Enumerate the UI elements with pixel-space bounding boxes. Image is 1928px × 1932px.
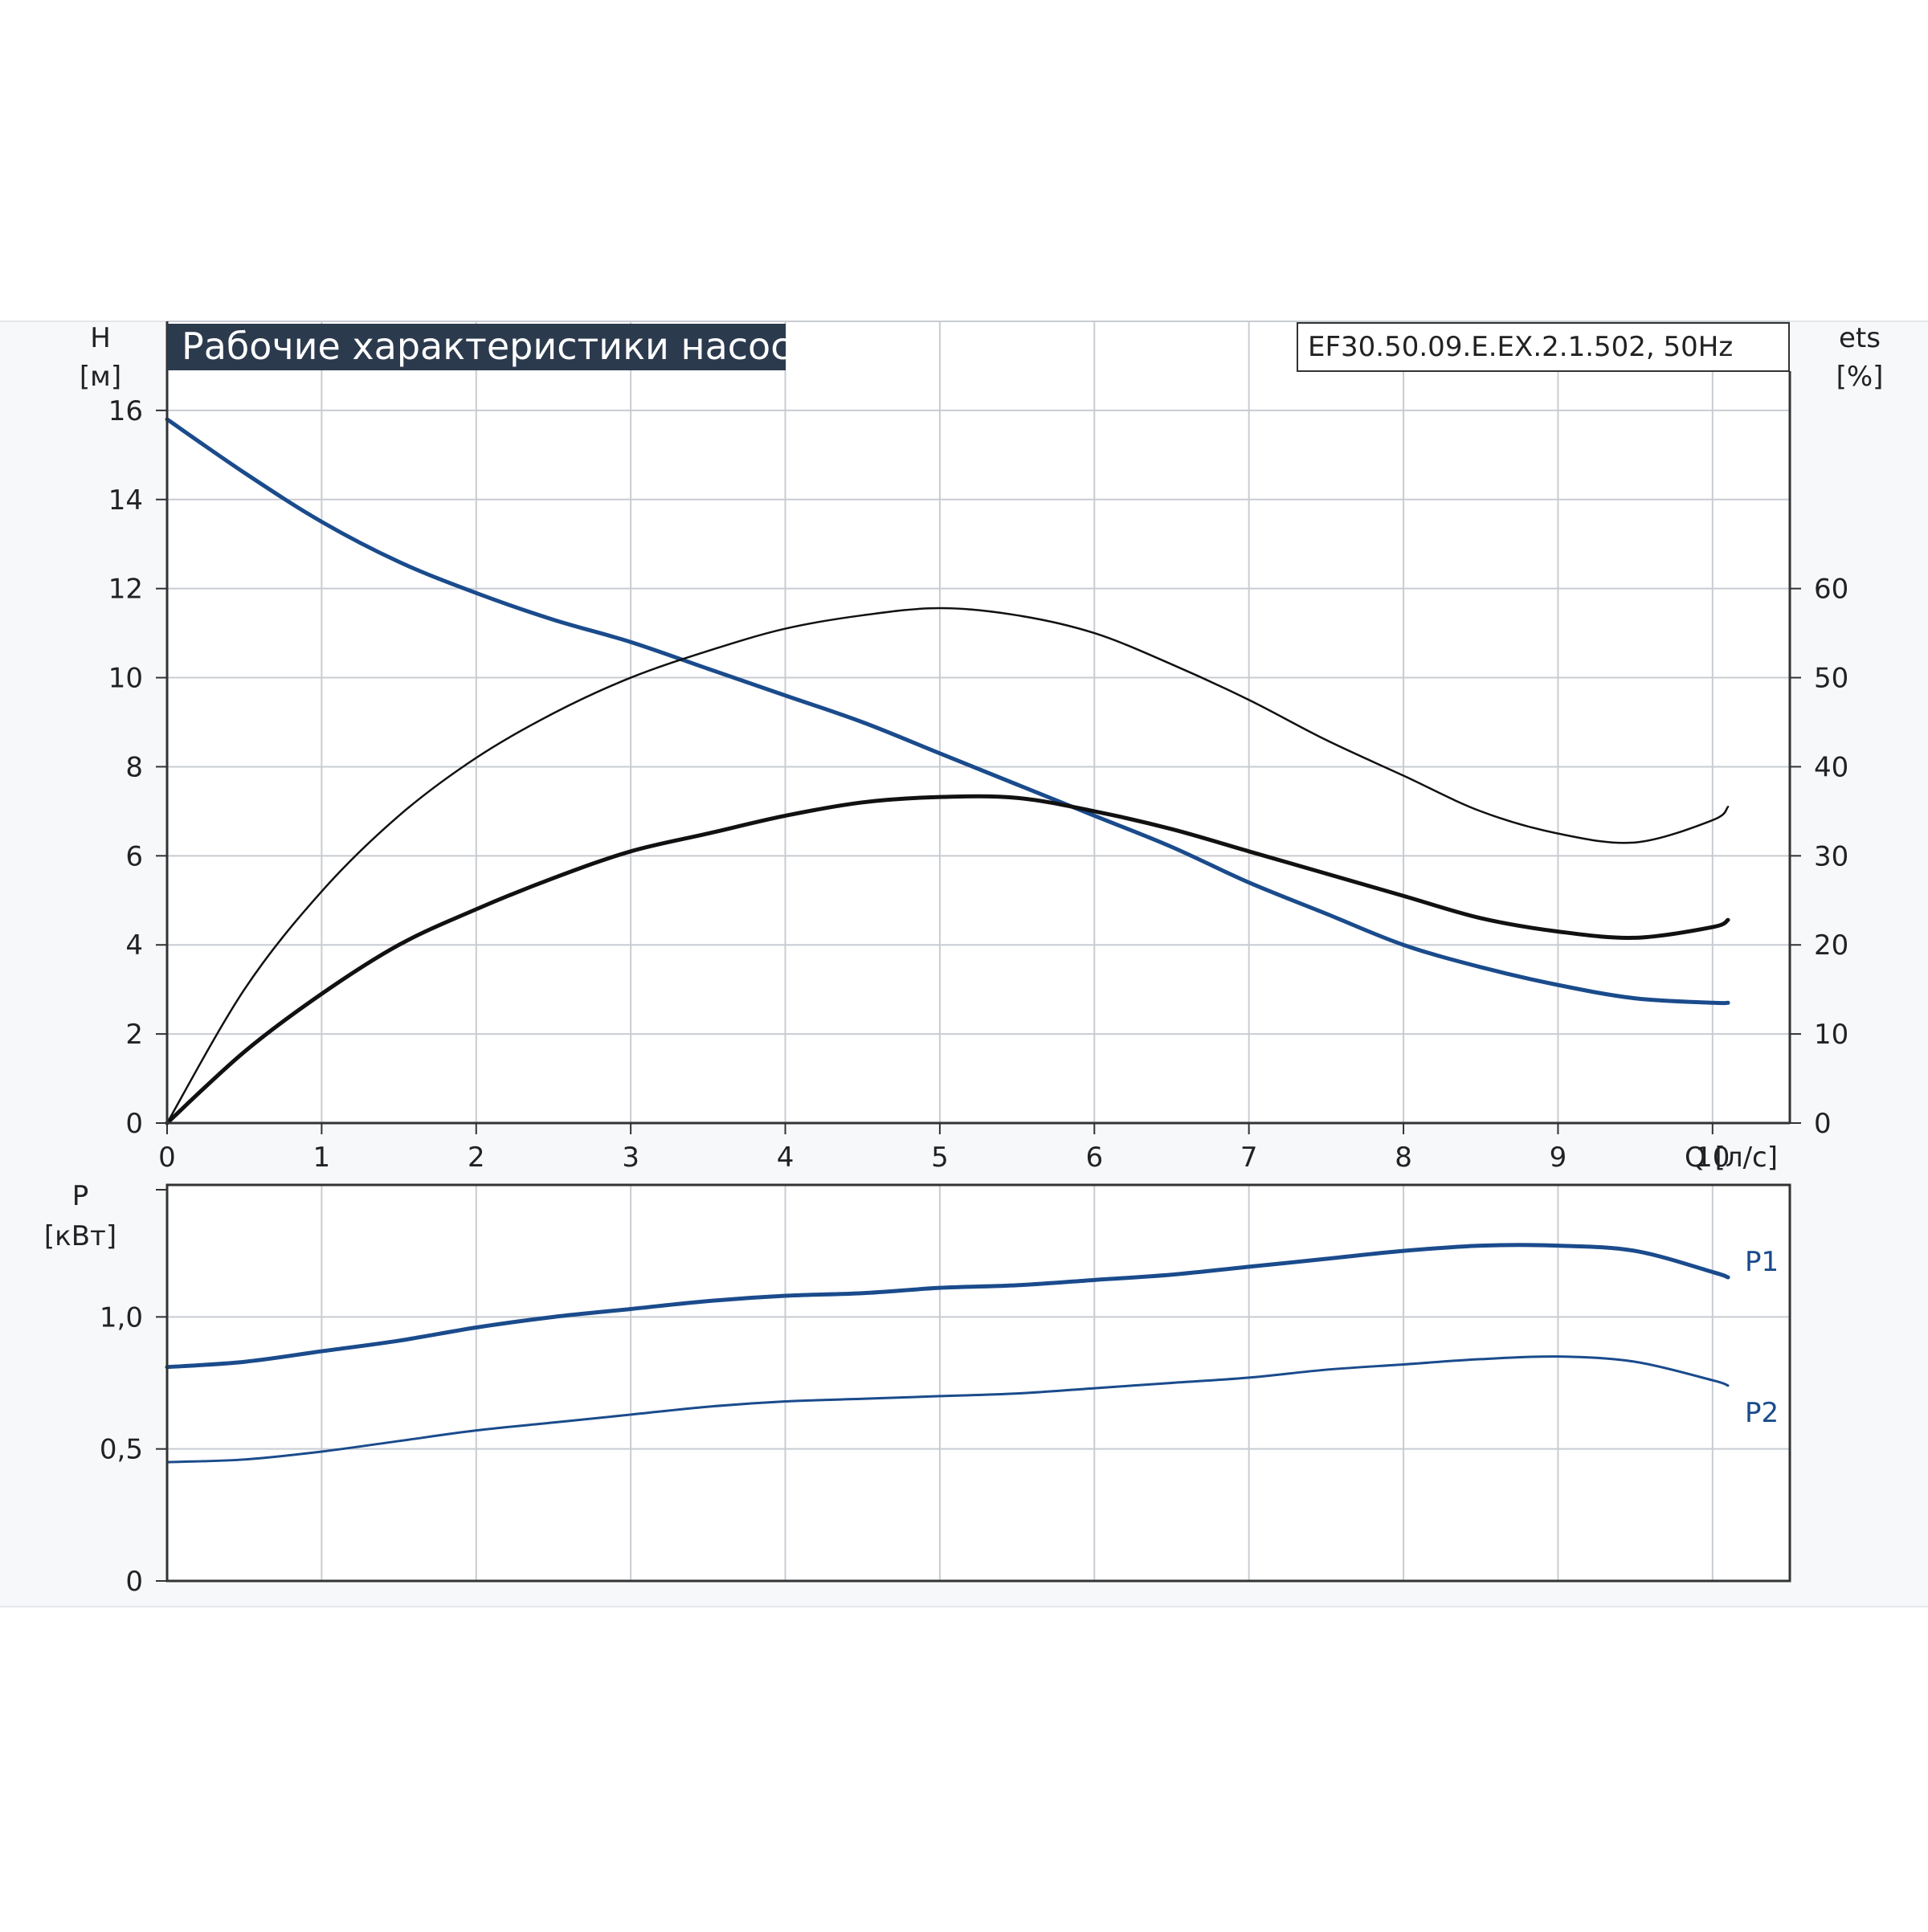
p-tick-label: 1,0	[100, 1301, 143, 1334]
y-right-tick-label: 30	[1814, 840, 1848, 872]
y-right-tick-label: 50	[1814, 663, 1848, 695]
model-label: EF30.50.09.E.EX.2.1.502, 50Hz	[1308, 331, 1733, 363]
series-label-p1: P1	[1745, 1246, 1779, 1278]
x-tick-label: 8	[1395, 1142, 1412, 1174]
y-left-tick-label: 12	[108, 574, 143, 606]
y-left-tick-label: 16	[108, 395, 143, 427]
bottom-axes: 0 0,5 1,0	[100, 1183, 1791, 1598]
model-label-box	[1297, 322, 1790, 372]
series-label-p2: P2	[1745, 1397, 1779, 1429]
y-left-tick-label: 10	[108, 663, 143, 695]
y-right-tick-label: 0	[1814, 1108, 1832, 1140]
p-tick-label: 0,5	[100, 1434, 143, 1466]
x-tick-label: 5	[931, 1142, 949, 1174]
head-curve	[165, 417, 1730, 1006]
y-right-tick-label: 40	[1814, 751, 1848, 783]
y-left-tick-label: 4	[125, 929, 143, 962]
y-left-tick-label: 2	[125, 1019, 143, 1051]
y-right-tick-label: 60	[1814, 574, 1848, 606]
bottom-series-group	[165, 1243, 1730, 1464]
p-tick-label: 0	[125, 1566, 143, 1598]
top-series-group	[165, 417, 1730, 1125]
p2-curve	[165, 1355, 1730, 1464]
p1-curve	[165, 1243, 1730, 1370]
y-left-tick-label: 6	[125, 840, 143, 872]
y-right-label-top: ets	[1839, 322, 1881, 354]
efficiency-curve-thick	[165, 794, 1730, 1125]
bottom-plot-area	[167, 1185, 1790, 1581]
y-left-tick-label: 0	[125, 1108, 143, 1140]
x-tick-label: 3	[622, 1142, 639, 1174]
y-right-label-unit: [%]	[1836, 361, 1884, 393]
x-axis-label: Q [л/с]	[1685, 1142, 1778, 1174]
x-tick-label: 4	[777, 1142, 794, 1174]
y-left-label-unit: [м]	[80, 361, 121, 393]
p-axis-label-unit: [кВт]	[44, 1220, 116, 1252]
x-tick-label: 0	[158, 1142, 176, 1174]
x-tick-label: 10	[1695, 1142, 1730, 1174]
x-tick-label: 7	[1240, 1142, 1258, 1174]
efficiency-curve-thin	[165, 607, 1730, 1125]
bottom-frame	[165, 1183, 1791, 1583]
x-tick-label: 9	[1550, 1142, 1567, 1174]
y-left-tick-label: 14	[108, 484, 143, 517]
chart-title: Рабочие характеристики насоса	[182, 325, 814, 368]
x-tick-label: 2	[468, 1142, 485, 1174]
y-right-tick-label: 20	[1814, 929, 1848, 962]
x-tick-label: 6	[1085, 1142, 1103, 1174]
y-right-tick-label: 10	[1814, 1019, 1848, 1051]
top-plot-area	[167, 321, 1790, 1123]
x-tick-label: 1	[313, 1142, 331, 1174]
y-left-tick-label: 8	[125, 751, 143, 783]
y-left-label-top: H	[90, 322, 111, 354]
p-axis-label-top: P	[72, 1180, 89, 1212]
title-box	[167, 324, 786, 370]
